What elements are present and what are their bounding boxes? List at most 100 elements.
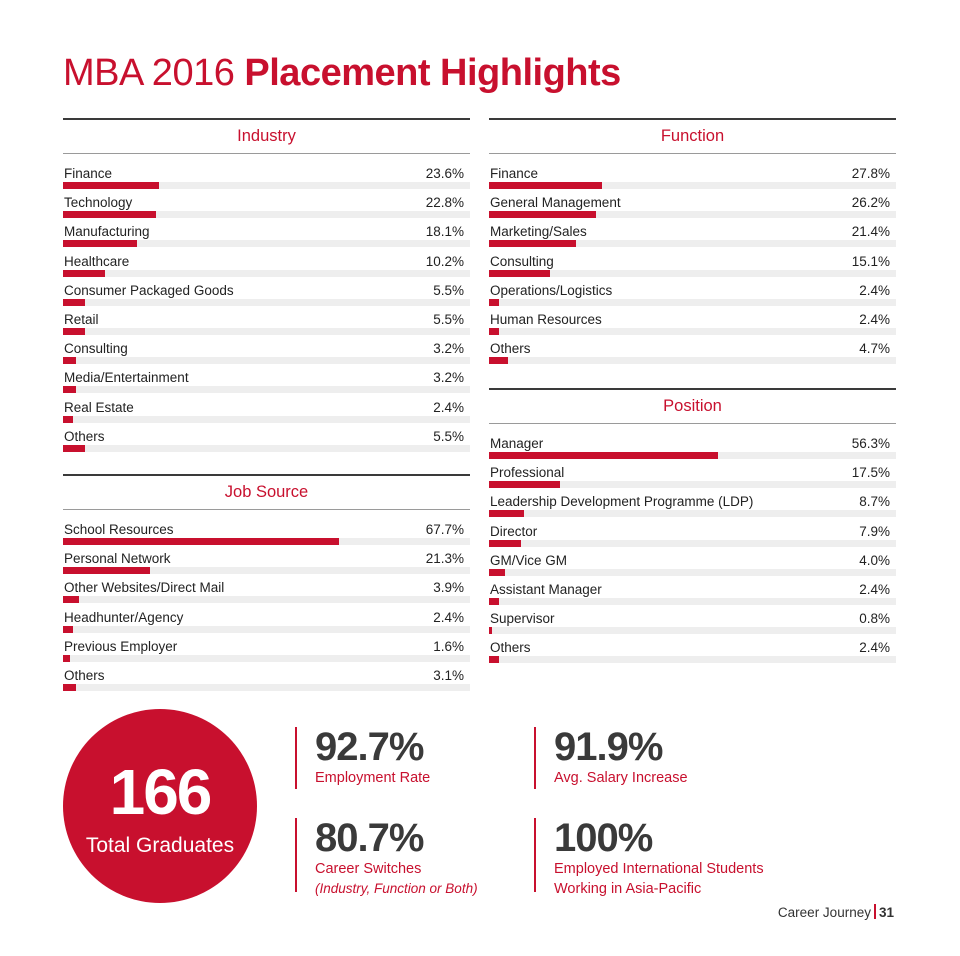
bar-label: Assistant Manager — [490, 581, 602, 597]
bar-row: Others 5.5% — [63, 425, 470, 454]
footer-divider — [873, 904, 876, 919]
bar-track — [63, 269, 470, 277]
bar-track — [489, 568, 896, 576]
international-students-stat: 100% Employed International Students Wor… — [534, 816, 764, 897]
bar-track — [489, 211, 896, 219]
function-rows: Finance 27.8% General Management 26.2% Marke… — [489, 162, 896, 366]
bar-value-label: 67.7% — [425, 522, 464, 537]
bar-label: Retail — [64, 311, 99, 327]
bar — [63, 240, 137, 248]
bar-value-label: 4.0% — [859, 552, 890, 568]
function-header: Function — [489, 118, 896, 154]
bar-value-label: 10.2% — [425, 253, 464, 269]
bar-row: Leadership Development Programme (LDP) 8.… — [489, 490, 896, 519]
employment-rate-label: Employment Rate — [315, 770, 431, 786]
function-panel: Function Finance 27.8% General Management 2… — [489, 118, 896, 366]
bar-value-label: 3.9% — [433, 580, 464, 596]
bar-label: Operations/Logistics — [490, 282, 613, 298]
bar-row: School Resources 67.7% — [63, 518, 470, 547]
international-students-label-2: Working in Asia-Pacific — [554, 881, 702, 897]
total-graduates-number: 166 — [109, 756, 213, 828]
bar-label: Personal Network — [64, 551, 171, 567]
bar — [489, 211, 596, 219]
bar-value-label: 0.8% — [859, 611, 890, 627]
bar-row: Operations/Logistics 2.4% — [489, 279, 896, 308]
bar-track — [63, 567, 470, 575]
bar — [63, 386, 77, 394]
bar — [489, 327, 499, 335]
bar-value-label: 5.5% — [433, 311, 464, 327]
bar-value-label: 56.3% — [851, 436, 890, 451]
bar-row: Others 2.4% — [489, 636, 896, 665]
bar-label: Consulting — [64, 341, 128, 357]
bar-track — [63, 298, 470, 306]
bar-label: Others — [64, 428, 105, 444]
career-switches-note: (Industry, Function or Both) — [315, 881, 478, 896]
bar-track — [489, 656, 896, 664]
bar-track — [63, 211, 470, 219]
career-switches-label: Career Switches — [315, 861, 422, 877]
bar-track — [63, 182, 470, 189]
bar-label: Technology — [64, 195, 133, 211]
page-footer: Career Journey 31 — [778, 904, 894, 920]
bar-row: Consulting 3.2% — [63, 337, 470, 366]
bar-value-label: 8.7% — [859, 494, 890, 510]
bar-row: General Management 26.2% — [489, 191, 896, 220]
bar — [63, 211, 156, 219]
bar-value-label: 5.5% — [433, 428, 464, 444]
bar-row: Director 7.9% — [489, 520, 896, 549]
international-students-value: 100% — [554, 816, 653, 860]
bar-row: Retail 5.5% — [63, 308, 470, 337]
bar-track — [63, 538, 470, 545]
bar — [489, 481, 561, 489]
bar-label: Others — [64, 667, 105, 683]
bar-value-label: 21.3% — [425, 551, 464, 567]
bar-row: Media/Entertainment 3.2% — [63, 366, 470, 395]
bar-label: Finance — [64, 166, 113, 181]
career-switches-stat: 80.7% Career Switches (Industry, Functio… — [295, 816, 478, 896]
bar-row: Real Estate 2.4% — [63, 396, 470, 425]
bar — [63, 538, 339, 545]
bar-value-label: 4.7% — [859, 341, 890, 357]
bar-label: Manufacturing — [64, 224, 150, 240]
bar-track — [489, 182, 896, 189]
bar — [489, 627, 493, 635]
bar-label: General Management — [490, 195, 621, 211]
bar — [489, 597, 499, 605]
bar-label: Finance — [490, 166, 539, 181]
bar-value-label: 2.4% — [433, 399, 464, 415]
bar-track — [489, 627, 896, 635]
bar — [489, 182, 603, 189]
bar-label: Headhunter/Agency — [64, 609, 184, 625]
bar-track — [63, 625, 470, 633]
bar — [63, 567, 150, 575]
bar-row: Headhunter/Agency 2.4% — [63, 606, 470, 635]
career-switches-value: 80.7% — [315, 816, 424, 860]
bar-label: Media/Entertainment — [64, 370, 189, 386]
bar-track — [63, 654, 470, 662]
bar-row: GM/Vice GM 4.0% — [489, 549, 896, 578]
bar-value-label: 23.6% — [425, 166, 464, 181]
bar-value-label: 7.9% — [859, 523, 890, 539]
bar — [489, 269, 551, 277]
bar-track — [63, 683, 470, 691]
bar-track — [63, 415, 470, 423]
bar-label: Other Websites/Direct Mail — [64, 580, 225, 596]
bar — [63, 327, 86, 335]
bar-label: Consulting — [490, 253, 554, 269]
bar — [489, 298, 499, 306]
bar-label: Others — [490, 341, 531, 357]
bar-value-label: 5.5% — [433, 282, 464, 298]
bar-row: Finance 27.8% — [489, 162, 896, 191]
salary-increase-stat: 91.9% Avg. Salary Increase — [534, 727, 688, 789]
bar-track — [489, 510, 896, 518]
bar-value-label: 2.4% — [859, 282, 890, 298]
bar — [63, 182, 160, 189]
bar-label: Healthcare — [64, 253, 130, 269]
bar-track — [63, 444, 470, 452]
bar — [489, 656, 499, 664]
bar-track — [489, 452, 896, 459]
bar-value-label: 1.6% — [433, 638, 464, 654]
position-header: Position — [489, 388, 896, 424]
bar-row: Manufacturing 18.1% — [63, 220, 470, 249]
